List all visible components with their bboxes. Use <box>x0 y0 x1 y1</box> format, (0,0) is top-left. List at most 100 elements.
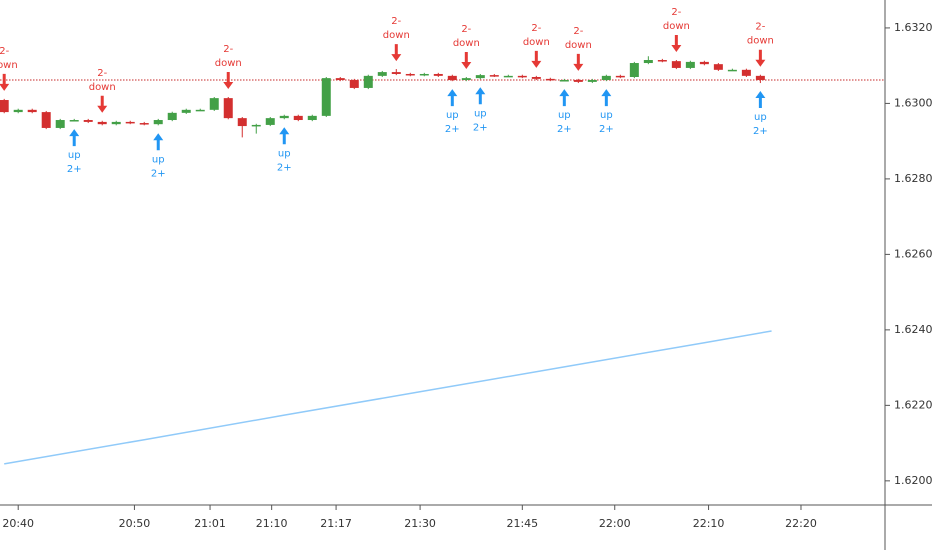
candle-body <box>461 78 471 81</box>
candle-body <box>279 115 289 119</box>
candle-body <box>111 121 121 125</box>
up-signal-label: 2+ <box>753 126 768 137</box>
x-tick-label: 20:50 <box>119 517 151 530</box>
candle-body <box>755 75 765 81</box>
x-tick-label: 22:20 <box>785 517 817 530</box>
candle-body <box>377 72 387 76</box>
candle-body <box>223 98 233 119</box>
candle-body <box>195 109 205 112</box>
up-signal-label: up <box>754 112 767 123</box>
candle-body <box>685 61 695 68</box>
candle-body <box>27 109 37 113</box>
ma-line <box>4 330 772 465</box>
candle-body <box>391 72 401 74</box>
down-signal-label: down <box>453 38 480 49</box>
candle-body <box>447 75 457 81</box>
candle-body <box>545 78 555 81</box>
candle-body <box>153 120 163 125</box>
up-signal-label: 2+ <box>557 124 572 135</box>
down-arrow <box>97 95 108 113</box>
up-signal-label: up <box>68 150 81 161</box>
down-signal-label: down <box>523 37 550 48</box>
up-arrow <box>279 127 290 145</box>
down-arrow <box>461 51 472 69</box>
x-tick-label: 21:30 <box>404 517 436 530</box>
candle-body <box>433 73 443 76</box>
candle-body <box>69 120 79 122</box>
up-signal-label: up <box>558 110 571 121</box>
candle-body <box>629 63 639 77</box>
y-tick-label: 1.62200 <box>894 398 932 411</box>
y-tick-label: 1.62600 <box>894 247 932 260</box>
candle-body <box>741 69 751 76</box>
candle-body <box>181 109 191 113</box>
down-signal-label: 2- <box>0 46 10 57</box>
candle-body <box>503 75 513 78</box>
candle-body <box>97 121 107 125</box>
up-arrow <box>475 87 486 105</box>
x-tick-label: 21:10 <box>256 517 288 530</box>
candle-body <box>727 69 737 72</box>
down-signal-label: 2- <box>391 16 401 27</box>
candle-body <box>13 109 23 113</box>
candle-body <box>517 75 527 78</box>
candle-body <box>713 64 723 70</box>
y-tick-label: 1.63200 <box>894 21 932 34</box>
candle-body <box>475 75 485 79</box>
candle-body <box>587 80 597 82</box>
up-arrow <box>153 133 164 151</box>
up-signal-label: 2+ <box>473 122 488 133</box>
y-tick-label: 1.62400 <box>894 323 932 336</box>
up-signal-label: up <box>600 110 613 121</box>
down-arrow <box>531 50 542 68</box>
x-tick-label: 22:10 <box>693 517 725 530</box>
up-signal-label: up <box>446 110 459 121</box>
candle-body <box>531 76 541 79</box>
up-arrow <box>447 89 458 107</box>
candle-body <box>657 60 667 62</box>
down-signal-label: 2- <box>223 44 233 55</box>
candle-body <box>251 124 261 127</box>
down-signal-label: down <box>383 30 410 41</box>
candle-body <box>55 120 65 128</box>
candle-body <box>139 123 149 125</box>
candle-body <box>601 75 611 81</box>
up-arrow <box>755 91 766 109</box>
candle-body <box>405 73 415 76</box>
y-tick-label: 1.62000 <box>894 474 932 487</box>
down-signal-label: 2- <box>97 68 107 79</box>
candle-body <box>167 112 177 121</box>
up-signal-label: 2+ <box>277 162 292 173</box>
up-signal-label: up <box>278 148 291 159</box>
candle-body <box>643 60 653 64</box>
up-signal-label: up <box>474 108 487 119</box>
candle-body <box>83 120 93 122</box>
x-tick-label: 21:17 <box>320 517 352 530</box>
y-tick-label: 1.62800 <box>894 172 932 185</box>
candle-body <box>363 75 373 88</box>
up-arrow <box>69 129 80 147</box>
x-tick-label: 20:40 <box>2 517 34 530</box>
up-arrow <box>559 89 570 107</box>
down-arrow <box>0 73 10 91</box>
up-signal-label: 2+ <box>599 124 614 135</box>
down-arrow <box>391 44 402 62</box>
x-tick-label: 21:01 <box>194 517 226 530</box>
down-signal-label: 2- <box>461 24 471 35</box>
candle-body <box>349 80 359 88</box>
candle-body <box>699 61 709 65</box>
down-signal-label: down <box>0 60 18 71</box>
down-arrow <box>223 71 234 89</box>
y-tick-label: 1.63000 <box>894 96 932 109</box>
up-signal-label: 2+ <box>67 164 82 175</box>
down-signal-label: down <box>663 21 690 32</box>
candle-body <box>41 112 51 128</box>
candle-body <box>237 118 247 127</box>
candle-body <box>671 61 681 68</box>
down-arrow <box>671 35 682 53</box>
down-signal-label: down <box>215 58 242 69</box>
down-arrow <box>573 53 584 71</box>
candle-body <box>321 78 331 116</box>
down-arrow <box>755 49 766 67</box>
candle-body <box>0 100 9 113</box>
